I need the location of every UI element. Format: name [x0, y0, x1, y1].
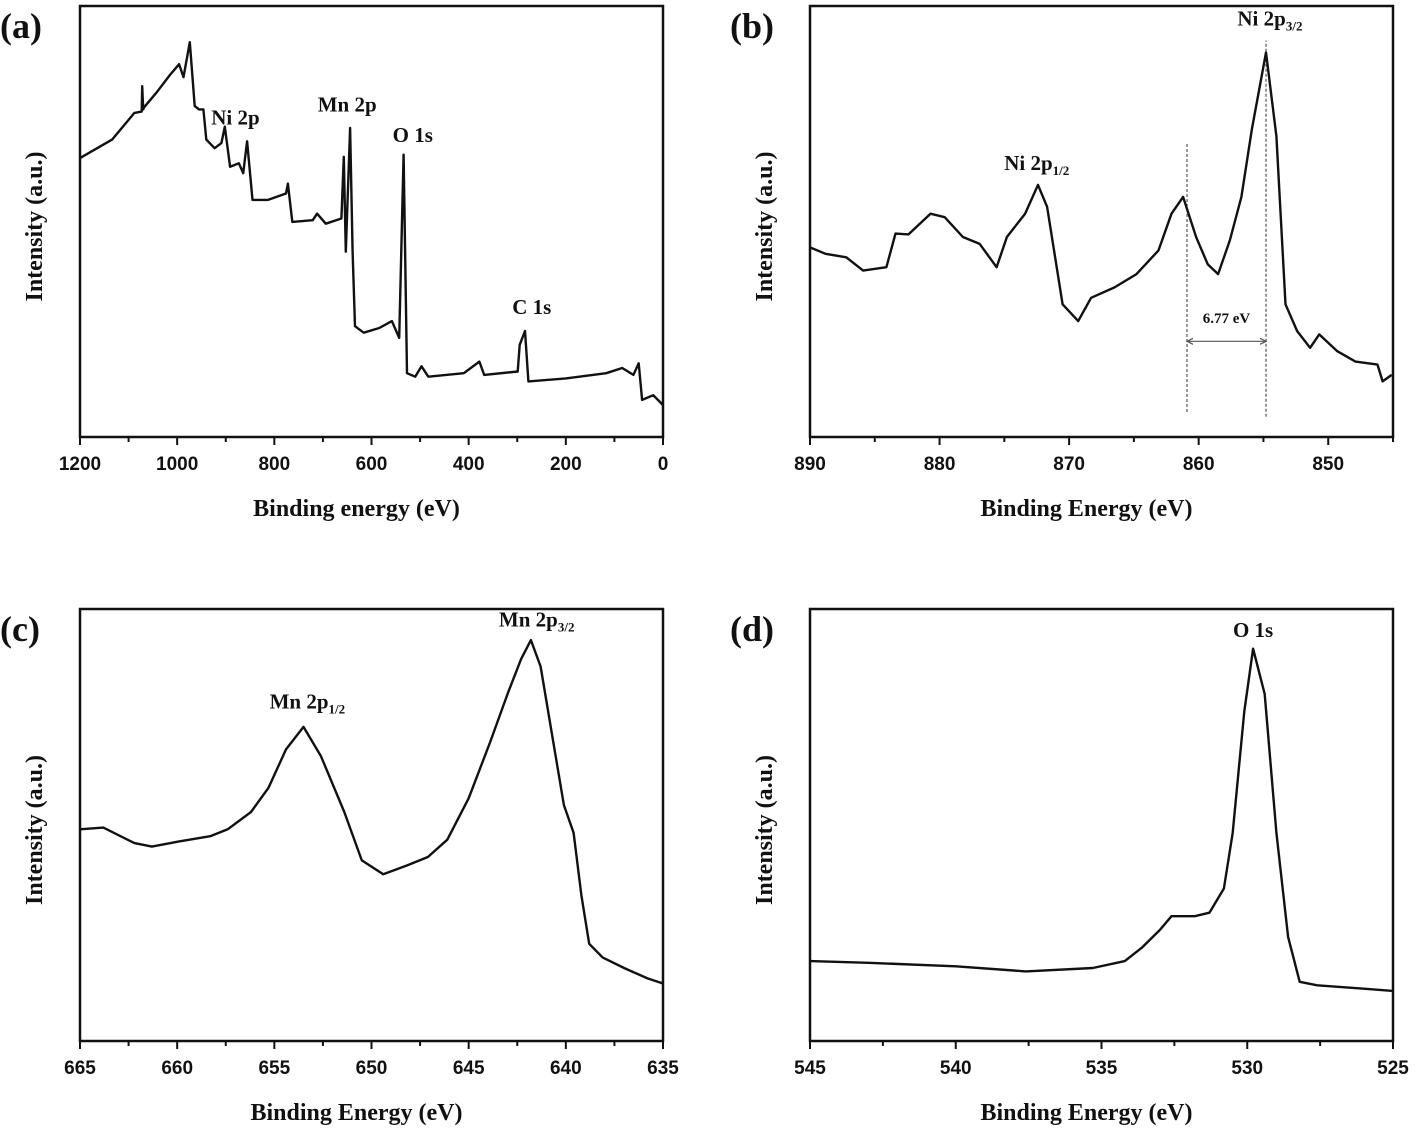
x-tick-label: 635 — [647, 1058, 679, 1079]
peak-annotation: Ni 2p3/2 — [1237, 6, 1302, 33]
x-tick-label: 665 — [64, 1058, 96, 1079]
y-axis-label: Intensity (a.u.) — [752, 151, 778, 301]
x-tick-label: 0 — [658, 454, 669, 475]
annotation-text: C 1s — [512, 295, 551, 319]
plot-frame — [78, 607, 665, 1043]
annotation-text: Ni 2p — [1237, 6, 1285, 30]
spectrum-line — [79, 41, 664, 406]
panel-label: (a) — [0, 6, 42, 46]
annotation-text: Ni 2p — [1004, 151, 1052, 175]
panel-a: 1200 1000 800 600 400 200 0 Binding energy (eV)… — [0, 4, 669, 522]
annotation-subscript: 3/2 — [558, 619, 575, 634]
panel-c: 665 660 655 650 645 640 635 Binding Energy (eV)… — [0, 607, 679, 1126]
x-tick-label: 880 — [924, 454, 956, 475]
peak-annotation: 6.77 eV — [1203, 311, 1251, 327]
spectrum-line — [809, 647, 1394, 993]
annotation-subscript: 3/2 — [1286, 18, 1303, 33]
annotation-text: Mn 2p — [499, 607, 558, 631]
plot-frame — [78, 4, 665, 439]
annotation-subscript: 1/2 — [1053, 163, 1070, 178]
panel-b: 890 880 870 860 850 Binding Energy (eV) Intens… — [730, 4, 1395, 522]
x-axis-label: Binding energy (eV) — [253, 496, 460, 522]
annotation-text: Ni 2p — [211, 106, 259, 130]
plot-frame — [808, 4, 1395, 439]
x-tick-label: 660 — [161, 1058, 193, 1079]
x-tick-label: 540 — [940, 1058, 972, 1079]
x-tick-label: 545 — [794, 1058, 826, 1079]
peak-annotation: Mn 2p1/2 — [270, 689, 346, 716]
x-tick-label: 650 — [356, 1058, 388, 1079]
y-axis-label: Intensity (a.u.) — [22, 151, 48, 301]
peak-annotation: O 1s — [1233, 618, 1273, 642]
x-tick-label: 850 — [1312, 454, 1344, 475]
x-tick-label: 1000 — [156, 454, 198, 475]
x-tick-label: 655 — [258, 1058, 290, 1079]
arrowhead-left-icon — [1185, 337, 1194, 345]
arrowhead-right-icon — [1259, 337, 1268, 345]
x-axis-label: Binding Energy (eV) — [980, 496, 1192, 522]
peak-annotation: Ni 2p — [211, 106, 259, 130]
x-tick-label: 535 — [1086, 1058, 1118, 1079]
y-axis-label: Intensity (a.u.) — [752, 755, 778, 905]
x-tick-label: 1200 — [59, 454, 101, 475]
annotation-text: Mn 2p — [270, 689, 329, 713]
plot-frame — [808, 607, 1395, 1043]
peak-annotation: Mn 2p — [318, 93, 377, 117]
annotation-text: O 1s — [1233, 618, 1273, 642]
panel-d: 545 540 535 530 525 Binding Energy (eV) Intens… — [730, 607, 1409, 1126]
x-tick-label: 525 — [1377, 1058, 1409, 1079]
x-tick-label: 600 — [356, 454, 388, 475]
peak-annotation: Ni 2p1/2 — [1004, 151, 1069, 178]
peak-annotation: O 1s — [393, 123, 433, 147]
spectrum-line — [79, 638, 664, 985]
x-tick-label: 530 — [1231, 1058, 1263, 1079]
annotation-text: 6.77 eV — [1203, 311, 1251, 327]
x-tick-label: 640 — [550, 1058, 582, 1079]
x-tick-label: 890 — [794, 454, 826, 475]
peak-annotation: Mn 2p3/2 — [499, 607, 575, 634]
panel-label: (d) — [730, 609, 774, 649]
peak-annotation: C 1s — [512, 295, 551, 319]
panel-label: (b) — [730, 6, 774, 46]
x-tick-label: 800 — [258, 454, 290, 475]
x-tick-label: 870 — [1053, 454, 1085, 475]
annotation-text: Mn 2p — [318, 93, 377, 117]
panel-label: (c) — [0, 609, 40, 649]
x-tick-label: 860 — [1183, 454, 1215, 475]
x-tick-label: 645 — [453, 1058, 485, 1079]
annotation-subscript: 1/2 — [329, 701, 346, 716]
y-axis-label: Intensity (a.u.) — [22, 755, 48, 905]
x-axis-label: Binding Energy (eV) — [250, 1100, 462, 1126]
x-tick-label: 400 — [453, 454, 485, 475]
annotation-text: O 1s — [393, 123, 433, 147]
x-axis-label: Binding Energy (eV) — [980, 1100, 1192, 1126]
spectrum-line — [809, 51, 1393, 383]
x-tick-label: 200 — [550, 454, 582, 475]
